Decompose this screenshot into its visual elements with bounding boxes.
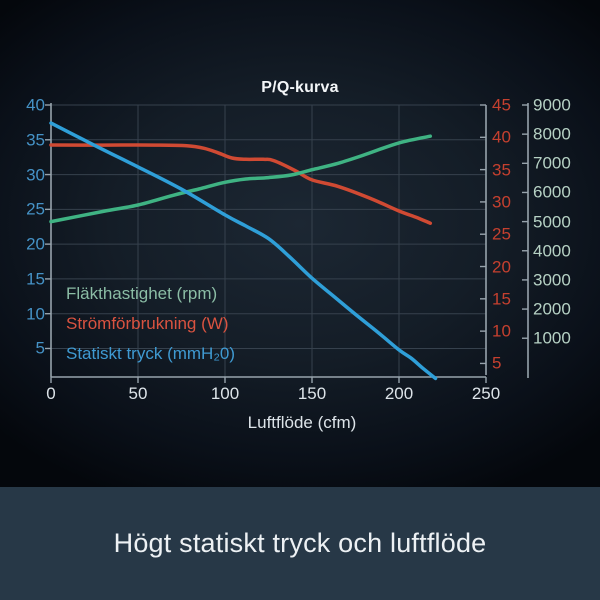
legend-item-power: Strömförbrukning (W) (66, 314, 229, 333)
y-tick-label-pressure: 20 (26, 234, 45, 254)
legend-item-fan-speed: Fläkthastighet (rpm) (66, 284, 218, 303)
x-tick-label: 0 (46, 384, 56, 403)
y-tick-label-pressure: 5 (35, 338, 45, 358)
y-tick-label-power: 20 (492, 257, 511, 277)
chart-title: P/Q-kurva (261, 79, 339, 96)
y-tick-label-power: 35 (492, 160, 511, 180)
x-tick-label: 250 (471, 384, 501, 403)
y-tick-label-pressure: 40 (26, 95, 45, 115)
y-tick-label-power: 25 (492, 224, 511, 244)
chart-canvas (45, 103, 529, 383)
legend-item-static-pressure: Statiskt tryck (mmH₂0) (66, 344, 236, 363)
x-tick-label: 100 (210, 384, 240, 403)
pq-chart: P/Q-kurva 40 35 30 25 20 15 10 5 45 40 35 30 25 20 15 1… (0, 0, 600, 487)
y-tick-label-pressure: 10 (26, 304, 45, 324)
series-fan-speed (49, 134, 433, 224)
y-tick-label-rpm: 5000 (533, 212, 571, 232)
y-tick-label-pressure: 35 (26, 130, 45, 150)
x-tick-label: 150 (297, 384, 327, 403)
y-tick-label-pressure: 30 (26, 165, 45, 185)
x-axis-title: Luftflöde (cfm) (247, 413, 357, 432)
y-tick-label-rpm: 1000 (533, 328, 571, 348)
y-tick-label-power: 10 (492, 321, 511, 341)
y-tick-label-rpm: 8000 (533, 124, 571, 144)
y-tick-label-rpm: 9000 (533, 95, 571, 115)
y-tick-label-power: 5 (492, 353, 502, 373)
y-tick-label-rpm: 6000 (533, 182, 571, 202)
series-power (49, 143, 433, 225)
y-tick-label-power: 15 (492, 289, 511, 309)
y-tick-label-power: 40 (492, 127, 511, 147)
chart-legend: Fläkthastighet (rpm) Strömförbrukning (W… (66, 285, 235, 375)
y-tick-label-power: 45 (492, 95, 511, 115)
y-tick-label-pressure: 25 (26, 199, 45, 219)
x-tick-label: 50 (128, 384, 148, 403)
y-tick-label-rpm: 2000 (533, 299, 571, 319)
y-tick-label-rpm: 7000 (533, 153, 571, 173)
x-tick-label: 200 (384, 384, 414, 403)
y-tick-label-rpm: 4000 (533, 241, 571, 261)
y-tick-label-power: 30 (492, 192, 511, 212)
caption-text: Högt statiskt tryck och luftflöde (113, 528, 487, 558)
y-tick-label-rpm: 3000 (533, 270, 571, 290)
y-tick-label-pressure: 15 (26, 269, 45, 289)
caption-banner: Högt statiskt tryck och luftflöde (0, 487, 600, 600)
series-static-pressure (49, 121, 438, 381)
